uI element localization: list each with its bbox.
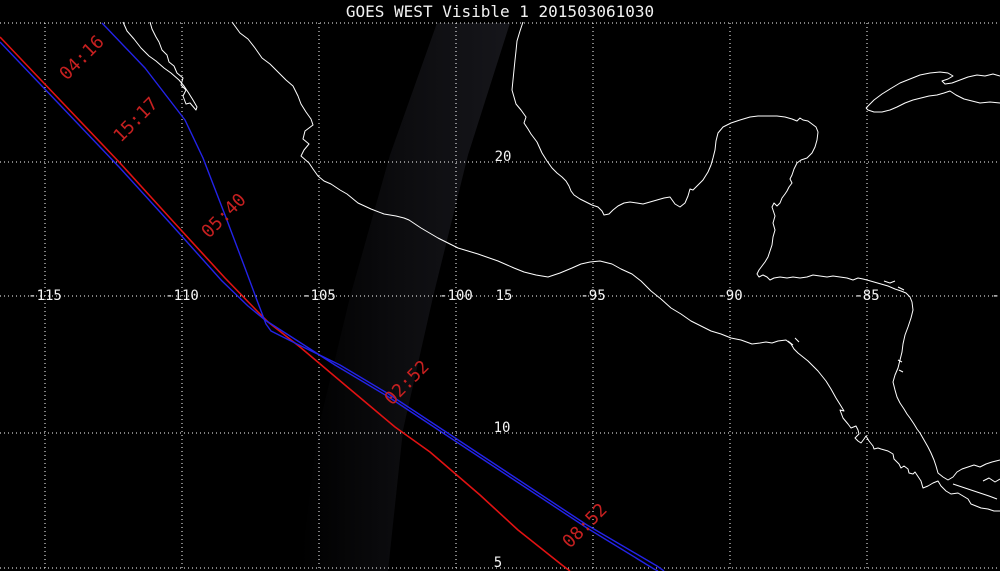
grid-label-longitude: -115 [28, 288, 62, 304]
cuba-north-coast-coastline [865, 71, 1000, 109]
grid-label-longitude: -95 [580, 288, 605, 304]
grid-label-longitude: -85 [854, 288, 879, 304]
coastlines [122, 21, 1000, 512]
blue-orbit-track-paired [0, 41, 659, 571]
grid-label-longitude: -100 [439, 288, 473, 304]
grid-label-longitude: -110 [165, 288, 199, 304]
grid-label-latitude: 5 [494, 555, 502, 571]
track-time-label: 04:16 [55, 31, 108, 84]
track-time-label: 15:17 [109, 93, 162, 146]
cuba-south-coast-coastline [865, 90, 1000, 113]
twilight-terminator-band [300, 23, 510, 571]
latlon-gridlines [0, 22, 1000, 571]
panama-isthmus-segment-coastline [952, 483, 998, 500]
grid-label-latitude: 15 [496, 288, 513, 304]
blue-orbit-track-steep [101, 22, 665, 571]
grid-label-longitude: -80 [991, 288, 1000, 304]
track-time-label: 05:40 [197, 189, 250, 242]
mexico-pacific-coast-coastline [231, 21, 1000, 512]
fonseca-islands-1-coastline [787, 340, 794, 346]
image-title: GOES WEST Visible 1 201503061030 [345, 2, 655, 21]
corn-islands-2-coastline [898, 369, 904, 373]
baja-california-coastline [122, 21, 198, 111]
fonseca-islands-2-coastline [794, 337, 800, 343]
red-orbit-track [0, 36, 571, 571]
gridline-labels: -115 -110 -105 -100 -95 -90 -85 -80 20 15 10 5 [28, 149, 1000, 571]
grid-label-longitude: -90 [717, 288, 742, 304]
honduras-islands-1-coastline [883, 280, 896, 284]
grid-label-latitude: 20 [495, 149, 512, 165]
gulf-yucatan-caribbean-coast-coastline [511, 21, 1000, 481]
grid-label-latitude: 10 [494, 420, 511, 436]
corn-islands-1-coastline [897, 359, 903, 363]
honduras-islands-2-coastline [897, 286, 905, 291]
twilight-terminator-band [300, 23, 510, 571]
grid-label-longitude: -105 [302, 288, 336, 304]
satellite-tracks [0, 22, 665, 571]
track-time-label: 08:52 [558, 499, 611, 552]
panama-blob-coastline [982, 477, 1000, 483]
